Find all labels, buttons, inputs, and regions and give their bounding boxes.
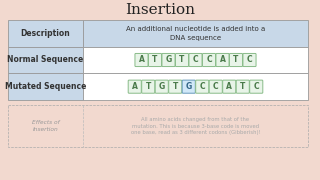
- Text: G: G: [159, 82, 165, 91]
- Text: T: T: [172, 82, 178, 91]
- FancyBboxPatch shape: [182, 80, 195, 93]
- FancyBboxPatch shape: [236, 80, 249, 93]
- Bar: [8, 73, 83, 100]
- FancyBboxPatch shape: [243, 53, 256, 67]
- Text: T: T: [240, 82, 245, 91]
- FancyBboxPatch shape: [162, 53, 175, 67]
- FancyBboxPatch shape: [135, 53, 148, 67]
- FancyBboxPatch shape: [196, 80, 209, 93]
- Bar: [83, 73, 308, 100]
- FancyBboxPatch shape: [175, 53, 188, 67]
- Text: Mutated Sequence: Mutated Sequence: [5, 82, 86, 91]
- Text: Insertion: Insertion: [125, 3, 195, 17]
- Bar: [8, 47, 83, 73]
- FancyBboxPatch shape: [209, 80, 222, 93]
- Text: T: T: [179, 55, 185, 64]
- FancyBboxPatch shape: [169, 80, 182, 93]
- Bar: [8, 105, 308, 147]
- FancyBboxPatch shape: [155, 80, 168, 93]
- Text: Normal Sequence: Normal Sequence: [7, 55, 84, 64]
- FancyBboxPatch shape: [223, 80, 236, 93]
- Text: G: G: [165, 55, 172, 64]
- Text: A: A: [132, 82, 138, 91]
- Text: C: C: [199, 82, 205, 91]
- Text: Description: Description: [20, 29, 70, 38]
- Text: A: A: [220, 55, 225, 64]
- Text: All amino acids changed from that of the
mutation. This is because 3-base code i: All amino acids changed from that of the…: [131, 117, 260, 135]
- Text: An additional nucleotide is added into a
DNA sequence: An additional nucleotide is added into a…: [126, 26, 265, 40]
- Bar: [8, 20, 83, 47]
- FancyBboxPatch shape: [216, 53, 229, 67]
- Text: T: T: [152, 55, 158, 64]
- Text: Effects of
Insertion: Effects of Insertion: [32, 120, 60, 132]
- FancyBboxPatch shape: [148, 53, 162, 67]
- Text: C: C: [253, 82, 259, 91]
- FancyBboxPatch shape: [128, 80, 141, 93]
- Bar: [83, 20, 308, 47]
- Text: A: A: [226, 82, 232, 91]
- Text: T: T: [233, 55, 239, 64]
- Text: A: A: [139, 55, 144, 64]
- FancyBboxPatch shape: [229, 53, 243, 67]
- Text: C: C: [206, 55, 212, 64]
- Text: T: T: [146, 82, 151, 91]
- FancyBboxPatch shape: [189, 53, 202, 67]
- Text: C: C: [213, 82, 219, 91]
- FancyBboxPatch shape: [203, 53, 216, 67]
- Bar: [83, 47, 308, 73]
- FancyBboxPatch shape: [250, 80, 263, 93]
- Text: C: C: [247, 55, 252, 64]
- FancyBboxPatch shape: [142, 80, 155, 93]
- Text: G: G: [186, 82, 192, 91]
- Text: C: C: [193, 55, 198, 64]
